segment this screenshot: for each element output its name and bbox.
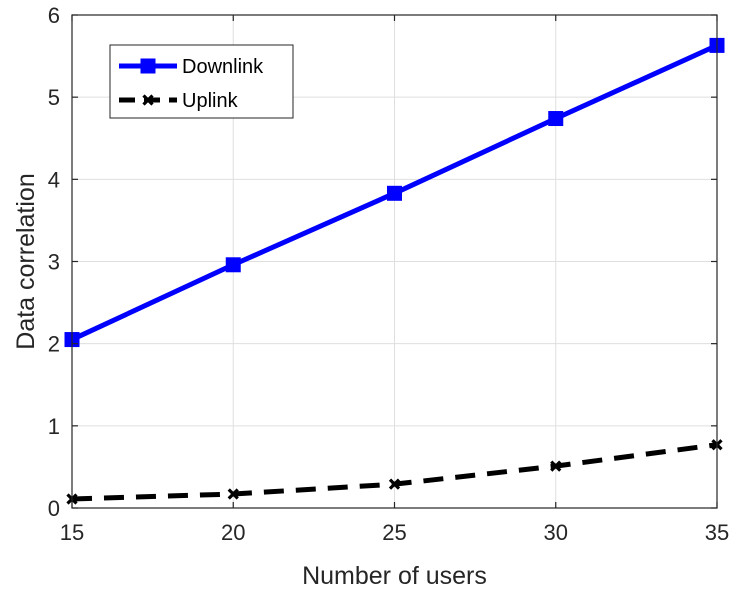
legend-label-downlink: Downlink xyxy=(182,56,264,78)
y-tick-label: 2 xyxy=(48,332,60,357)
downlink-marker xyxy=(548,111,564,127)
y-tick-label: 6 xyxy=(48,3,60,28)
legend-box xyxy=(109,44,294,119)
series-layer xyxy=(64,37,725,505)
x-tick-label: 15 xyxy=(60,520,84,545)
y-tick-label: 4 xyxy=(48,167,60,192)
x-tick-label: 25 xyxy=(382,520,406,545)
downlink-marker xyxy=(140,58,156,74)
x-tick-label: 30 xyxy=(544,520,568,545)
y-tick-label: 5 xyxy=(48,85,60,110)
x-tick-label: 35 xyxy=(705,520,729,545)
uplink-marker xyxy=(227,488,239,500)
uplink-marker xyxy=(142,94,154,106)
x-axis-label: Number of users xyxy=(302,562,487,590)
downlink-marker xyxy=(225,257,241,273)
legend: Downlink Uplink xyxy=(109,44,294,119)
legend-label-uplink: Uplink xyxy=(182,90,239,112)
y-tick-label: 1 xyxy=(48,414,60,439)
downlink-marker xyxy=(387,185,402,201)
axis-ticks: 15 20 25 30 35 0 1 2 3 4 5 6 xyxy=(48,3,729,545)
y-tick-label: 3 xyxy=(48,250,60,275)
uplink-marker xyxy=(550,460,562,472)
y-tick-label: 0 xyxy=(48,496,60,521)
x-tick-label: 20 xyxy=(221,520,245,545)
y-axis-label: Data correlation xyxy=(12,173,40,349)
uplink-marker xyxy=(388,478,401,490)
